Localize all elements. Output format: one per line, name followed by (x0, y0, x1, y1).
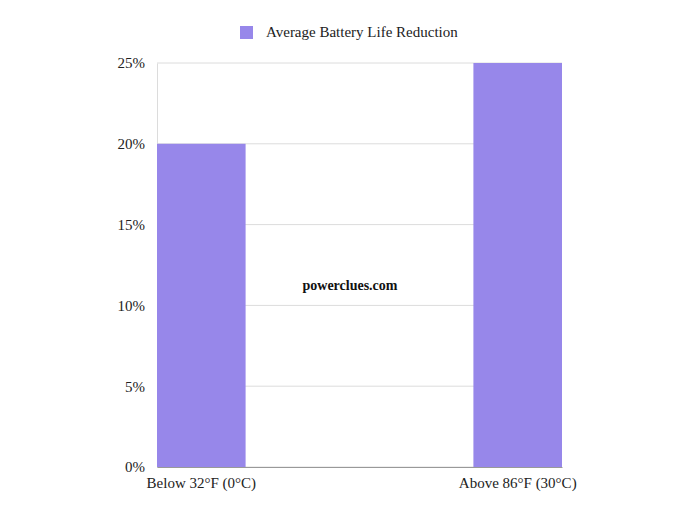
y-tick: 10% (118, 298, 158, 314)
y-tick-label: 20% (118, 136, 146, 152)
y-tick: 20% (118, 136, 158, 152)
y-tick-label: 0% (125, 459, 145, 475)
y-tick-label: 10% (118, 298, 146, 314)
x-tick-label: Above 86°F (30°C) (459, 475, 577, 492)
x-tick-label: Below 32°F (0°C) (147, 475, 257, 492)
y-axis: 0% 5% 10% 15% 20% 25% (118, 55, 158, 475)
x-axis-line (158, 467, 563, 468)
grid (157, 63, 562, 467)
y-tick-label: 5% (125, 379, 145, 395)
bar (473, 63, 562, 467)
bar (157, 144, 246, 467)
x-tick: Below 32°F (0°C) (147, 467, 257, 492)
y-tick: 0% (125, 459, 157, 475)
legend-swatch (240, 26, 253, 39)
y-tick: 25% (118, 55, 158, 71)
x-axis: Below 32°F (0°C) Above 86°F (30°C) (147, 467, 577, 492)
legend-label: Average Battery Life Reduction (266, 24, 458, 40)
x-tick: Above 86°F (30°C) (459, 467, 577, 492)
y-tick: 5% (125, 379, 157, 395)
y-tick: 15% (118, 217, 158, 233)
y-tick-label: 25% (118, 55, 146, 71)
y-tick-label: 15% (118, 217, 146, 233)
legend: Average Battery Life Reduction (240, 24, 458, 40)
annotation: powerclues.com (303, 278, 398, 293)
chart: 0% 5% 10% 15% 20% 25% Below 32°F (0°C) Above 86… (0, 0, 700, 505)
bars (157, 63, 562, 467)
